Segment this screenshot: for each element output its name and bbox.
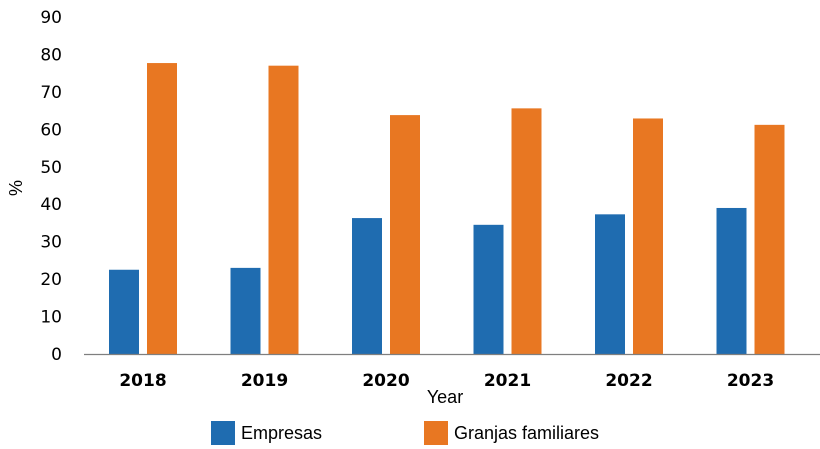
bar-empresas-2021 <box>473 224 504 354</box>
y-tick-label: 50 <box>40 158 62 178</box>
bars <box>109 63 785 354</box>
y-tick-label: 80 <box>40 45 62 65</box>
bar-empresas-2020 <box>352 218 382 354</box>
x-tick-label: 2022 <box>605 371 652 391</box>
bar-empresas-2018 <box>109 269 139 354</box>
x-tick-label: 2018 <box>119 371 166 391</box>
legend-label: Empresas <box>241 423 322 443</box>
bar-granjas-familiares-2018 <box>147 63 177 354</box>
x-tick-label: 2023 <box>727 371 774 391</box>
x-axis-ticks: 2018 2019 2020 2021 2022 2023 <box>119 371 774 391</box>
y-tick-label: 0 <box>51 345 62 365</box>
y-axis-label: % <box>6 180 26 196</box>
bar-granjas-familiares-2022 <box>633 118 663 354</box>
legend-label: Granjas familiares <box>454 423 599 443</box>
legend-swatch <box>211 421 235 445</box>
y-tick-label: 70 <box>40 83 62 103</box>
bar-granjas-familiares-2019 <box>268 65 299 354</box>
y-axis-ticks: 0 10 20 30 40 50 60 70 80 90 <box>40 8 62 365</box>
bar-empresas-2022 <box>595 214 625 354</box>
legend: Empresas Granjas familiares <box>211 421 599 445</box>
bar-granjas-familiares-2021 <box>511 108 542 354</box>
y-tick-label: 90 <box>40 8 62 28</box>
x-axis-label: Year <box>427 387 463 407</box>
bar-empresas-2019 <box>230 267 261 354</box>
bar-granjas-familiares-2023 <box>754 124 785 354</box>
y-tick-label: 60 <box>40 120 62 140</box>
bar-empresas-2023 <box>716 207 747 354</box>
legend-swatch <box>424 421 448 445</box>
x-tick-label: 2019 <box>241 371 288 391</box>
y-tick-label: 10 <box>40 308 62 328</box>
y-tick-label: 30 <box>40 233 62 253</box>
bar-granjas-familiares-2020 <box>390 115 420 354</box>
y-tick-label: 40 <box>40 195 62 215</box>
y-tick-label: 20 <box>40 270 62 290</box>
x-tick-label: 2020 <box>362 371 409 391</box>
x-tick-label: 2021 <box>484 371 531 391</box>
